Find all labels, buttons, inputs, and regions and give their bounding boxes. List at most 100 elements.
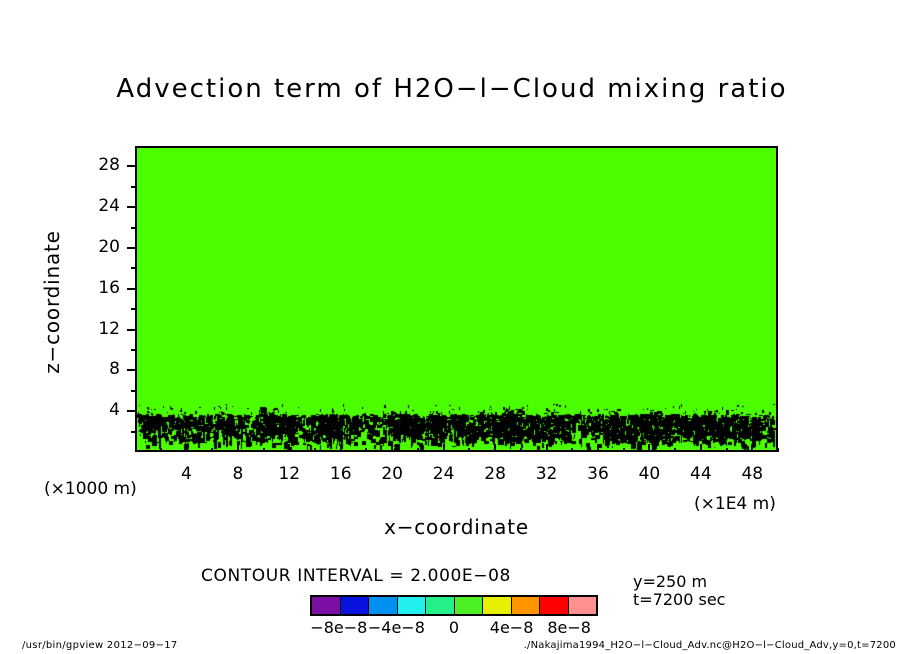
x-axis-unit-left: (×1000 m) xyxy=(44,479,137,499)
colorbar-tick-label: 4e−8 xyxy=(489,618,534,637)
colorbar-cell-2[interactable] xyxy=(369,597,398,614)
y-axis-minor-tick xyxy=(131,226,136,229)
x-axis-tick-label: 36 xyxy=(578,464,618,484)
colorbar-cell-9[interactable] xyxy=(568,597,596,614)
colorbar-cell-7[interactable] xyxy=(511,597,540,614)
x-axis-minor-tick xyxy=(571,448,574,452)
colorbar-cell-8[interactable] xyxy=(540,597,569,614)
x-axis-tick-label: 40 xyxy=(629,464,669,484)
slice-t-value: t=7200 sec xyxy=(633,590,726,609)
contour-interval-label: CONTOUR INTERVAL = 2.000E−08 xyxy=(0,566,904,586)
x-axis-minor-tick xyxy=(468,448,471,452)
x-axis-tick-label-text: 24 xyxy=(432,464,455,484)
colorbar-cell-1[interactable] xyxy=(340,597,369,614)
contour-interval-text: CONTOUR INTERVAL = 2.000E−08 xyxy=(201,566,511,586)
y-axis-tick-mark xyxy=(127,328,136,331)
x-axis-tick-label: 16 xyxy=(321,464,361,484)
x-axis-tick-label-text: 12 xyxy=(278,464,301,484)
y-axis-tick-label-text: 12 xyxy=(98,318,120,339)
x-axis-minor-tick xyxy=(519,448,522,452)
footer-command: /usr/bin/gpview 2012−09−17 xyxy=(22,640,178,651)
y-axis-tick-mark xyxy=(127,165,136,168)
y-axis-tick-label-text: 4 xyxy=(109,400,120,421)
x-axis-tick-label-text: 40 xyxy=(638,464,661,484)
x-axis-tick-mark xyxy=(494,444,497,452)
slice-y-value: y=250 m xyxy=(633,572,708,591)
x-axis-minor-tick xyxy=(725,448,728,452)
y-axis-tick-label: 16 xyxy=(78,277,120,298)
colorbar-cell-3[interactable] xyxy=(397,597,426,614)
slice-annotation: y=250 m t=7200 sec xyxy=(633,573,725,609)
contour-field-canvas xyxy=(137,148,776,450)
page-title: Advection term of H2O−l−Cloud mixing rat… xyxy=(116,74,788,104)
x-axis-tick-label: 12 xyxy=(269,464,309,484)
x-axis-minor-tick xyxy=(777,448,779,452)
y-axis-tick-mark xyxy=(127,247,136,249)
y-axis-tick-label-text: 20 xyxy=(98,237,120,257)
x-axis-tick-mark xyxy=(288,444,291,452)
x-axis-tick-label-text: 32 xyxy=(535,464,558,484)
x-axis-tick-mark xyxy=(442,444,445,452)
colorbar-tick-label: −8e−8 xyxy=(310,618,368,637)
y-axis-tick-label: 20 xyxy=(78,239,120,256)
y-axis-minor-tick xyxy=(131,185,136,188)
y-axis-tick-label: 12 xyxy=(78,318,120,339)
x-axis-tick-label: 4 xyxy=(166,464,206,484)
colorbar-cell-6[interactable] xyxy=(483,597,512,614)
x-axis-tick-label-text: 44 xyxy=(690,464,712,484)
x-axis-tick-mark xyxy=(236,444,239,452)
x-axis-tick-mark xyxy=(596,444,599,452)
x-axis-minor-tick xyxy=(622,448,625,452)
y-axis-tick-label-text: 24 xyxy=(98,196,120,217)
y-axis-tick-label: 4 xyxy=(78,402,120,419)
y-axis-minor-tick xyxy=(131,430,136,433)
x-axis-tick-label-text: 16 xyxy=(329,464,352,484)
y-axis-tick-mark xyxy=(127,369,136,372)
x-axis-tick-label: 28 xyxy=(475,464,515,484)
x-axis-tick-label: 48 xyxy=(732,464,772,484)
colorbar-tick-label: 0 xyxy=(448,618,460,637)
x-axis-minor-tick xyxy=(674,448,677,452)
x-axis-tick-label: 44 xyxy=(681,464,721,484)
y-axis-tick-label: 24 xyxy=(78,198,120,215)
x-axis-tick-label: 32 xyxy=(527,464,567,484)
y-axis-tick-mark xyxy=(127,410,136,413)
y-axis-tick-label-text: 16 xyxy=(98,277,120,298)
x-axis-title: x−coordinate xyxy=(384,515,529,539)
x-axis-tick-label-text: 8 xyxy=(232,464,244,484)
x-axis-tick-label-text: 4 xyxy=(181,464,192,484)
colorbar[interactable] xyxy=(310,595,598,616)
x-axis-tick-mark xyxy=(185,444,188,452)
y-axis-tick-label-text: 28 xyxy=(98,155,120,176)
x-axis-tick-mark xyxy=(648,444,651,452)
y-axis-minor-tick xyxy=(131,267,136,270)
footer-datasource: ./Nakajima1994_H2O−l−Cloud_Adv.nc@H2O−l−… xyxy=(523,640,896,651)
x-axis-tick-label-text: 36 xyxy=(587,464,609,484)
colorbar-cell-4[interactable] xyxy=(426,597,455,614)
y-axis-tick-label: 8 xyxy=(78,361,120,378)
y-axis-tick-mark xyxy=(127,206,136,209)
colorbar-tick-label: −4e−8 xyxy=(367,618,425,637)
x-axis-minor-tick xyxy=(159,448,162,452)
x-axis-tick-mark xyxy=(699,444,702,452)
colorbar-cell-0[interactable] xyxy=(312,597,341,614)
x-axis-tick-mark xyxy=(391,444,394,452)
x-axis-tick-mark xyxy=(339,444,342,452)
x-axis-minor-tick xyxy=(416,448,419,452)
y-axis-title: z−coordinate xyxy=(40,230,64,374)
y-axis-minor-tick xyxy=(131,389,136,392)
y-axis-tick-mark xyxy=(127,287,136,290)
x-axis-tick-label: 24 xyxy=(424,464,464,484)
y-axis-minor-tick xyxy=(131,308,136,311)
x-axis-tick-label-text: 20 xyxy=(381,464,403,484)
x-axis-minor-tick xyxy=(262,448,265,452)
x-axis-unit-right: (×1E4 m) xyxy=(694,494,776,514)
colorbar-tick-label: 8e−8 xyxy=(547,618,591,637)
plot-area[interactable] xyxy=(135,146,778,452)
x-axis-tick-mark xyxy=(751,444,754,452)
colorbar-cell-5[interactable] xyxy=(454,597,483,614)
x-axis-tick-label-text: 48 xyxy=(741,464,764,484)
y-axis-tick-label-text: 8 xyxy=(109,359,120,380)
x-axis-minor-tick xyxy=(365,448,368,452)
x-axis-tick-label: 8 xyxy=(218,464,258,484)
